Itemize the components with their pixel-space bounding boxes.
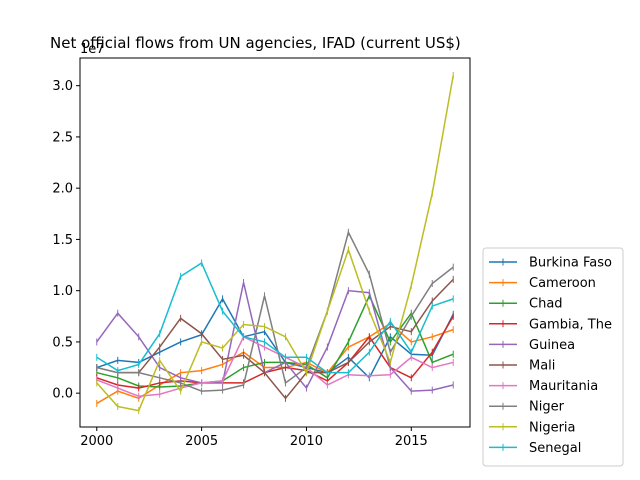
y-tick-label: 3.0: [52, 79, 73, 94]
legend-label: Mali: [529, 359, 555, 374]
series-nigeria: [96, 71, 454, 415]
x-tick-label: 2000: [80, 434, 113, 449]
series-line: [96, 297, 454, 380]
legend-entry: Niger: [489, 400, 565, 415]
legend-entry: Nigeria: [489, 420, 576, 435]
series-cameroon: [96, 319, 454, 407]
series-line: [96, 293, 454, 388]
legend-label: Senegal: [529, 441, 581, 456]
legend-entry: Cameroon: [489, 276, 596, 291]
legend-entry: Guinea: [489, 338, 575, 353]
series-line: [96, 315, 454, 389]
series-line: [96, 230, 454, 392]
legend-entry: Mali: [489, 359, 555, 374]
axes: 2000 2005 2010 2015 0.0 0.5 1.0 1.5 2.0 2.5 3.0: [52, 79, 428, 449]
series-line: [96, 75, 454, 412]
legend-label: Mauritania: [529, 379, 598, 394]
legend-label: Gambia, The: [529, 317, 612, 332]
legend-entry: Chad: [489, 297, 563, 312]
series-lines: [96, 71, 454, 415]
legend-entry: Senegal: [489, 441, 581, 456]
legend-entry: Gambia, The: [489, 317, 612, 332]
legend-label: Guinea: [529, 338, 575, 353]
chart-title: Net official flows from UN agencies, IFA…: [50, 34, 461, 52]
y-axis-offset-label: 1e7: [80, 42, 105, 57]
x-tick-label: 2005: [185, 434, 218, 449]
series-line: [96, 335, 454, 398]
legend-label: Chad: [529, 297, 563, 312]
y-tick-label: 2.5: [52, 130, 73, 145]
legend-label: Burkina Faso: [529, 256, 612, 271]
legend-entry: Mauritania: [489, 379, 598, 394]
legend-label: Cameroon: [529, 276, 596, 291]
legend-label: Nigeria: [529, 420, 576, 435]
legend: Burkina Faso Cameroon Chad Gambia, The Guine…: [482, 247, 624, 467]
y-tick-label: 0.5: [52, 335, 73, 350]
legend-label: Niger: [529, 400, 565, 415]
legend-box: [482, 247, 624, 467]
y-tick-label: 2.0: [52, 182, 73, 197]
series-niger: [96, 228, 454, 395]
series-senegal: [96, 259, 454, 377]
x-tick-label: 2015: [395, 434, 428, 449]
y-tick-label: 1.5: [52, 233, 73, 248]
series-line: [96, 261, 454, 374]
plot-frame: [79, 57, 471, 428]
x-tick-label: 2010: [290, 434, 323, 449]
legend-entry: Burkina Faso: [489, 256, 612, 271]
y-tick-label: 0.0: [52, 387, 73, 402]
y-tick-label: 1.0: [52, 284, 73, 299]
series-mauritania: [96, 333, 454, 400]
